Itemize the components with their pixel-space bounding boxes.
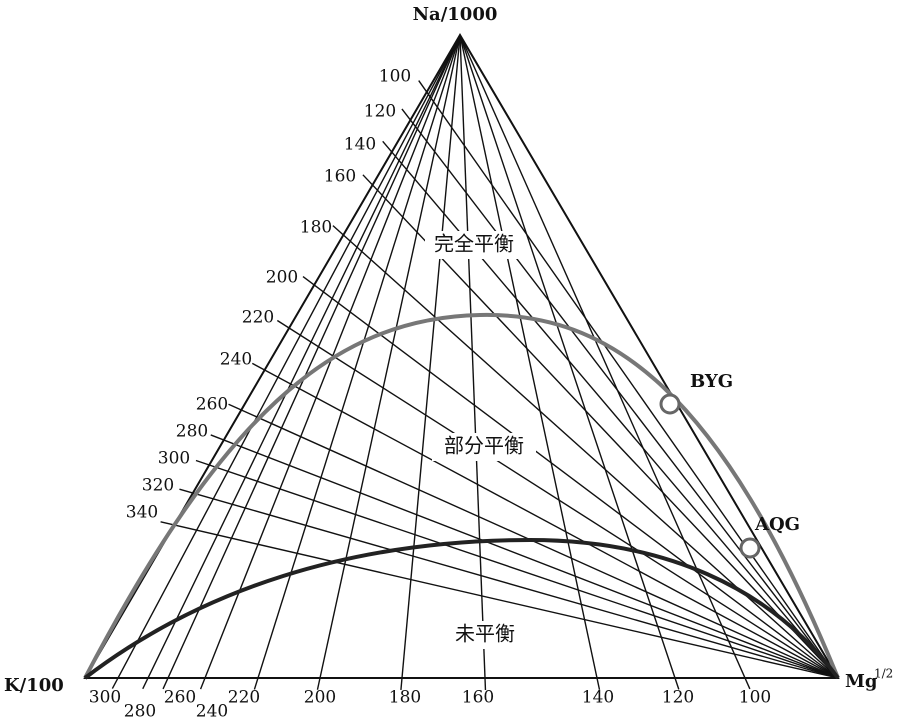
point-marker bbox=[739, 537, 761, 559]
bottom-scale-label: 280 bbox=[124, 702, 156, 721]
iso-line bbox=[276, 319, 839, 679]
iso-line bbox=[199, 34, 461, 690]
left-scale-label: 340 bbox=[126, 503, 158, 523]
left-scale-label: 260 bbox=[196, 395, 228, 415]
point-label: BYG bbox=[690, 371, 733, 392]
iso-line bbox=[142, 34, 461, 690]
iso-line bbox=[418, 80, 839, 679]
left-scale-label: 200 bbox=[266, 268, 298, 288]
iso-line bbox=[111, 34, 461, 689]
region-label: 未平衡 bbox=[455, 622, 515, 646]
left-scale-label: 160 bbox=[324, 167, 356, 187]
iso-line bbox=[459, 34, 601, 690]
bottom-scale-label: 240 bbox=[196, 702, 228, 721]
left-scale-label: 240 bbox=[220, 350, 252, 370]
bottom-scale-label: 200 bbox=[304, 688, 336, 708]
immature-curve bbox=[83, 537, 840, 680]
left-scale-label: 320 bbox=[142, 476, 174, 496]
vertex-superscript: 1/2 bbox=[874, 667, 893, 681]
iso-line bbox=[316, 34, 461, 690]
iso-line bbox=[302, 276, 839, 679]
iso-line bbox=[253, 34, 461, 690]
bottom-scale-label: 140 bbox=[582, 688, 614, 708]
iso-line bbox=[459, 34, 751, 690]
iso-line bbox=[162, 34, 461, 690]
label-bg bbox=[425, 231, 523, 259]
point-marker bbox=[659, 393, 681, 415]
iso-line bbox=[400, 34, 461, 691]
iso-line bbox=[459, 34, 487, 691]
vertex-label: Mg bbox=[845, 671, 878, 692]
left-scale-label: 300 bbox=[158, 449, 190, 469]
bottom-scale-label: 180 bbox=[389, 688, 421, 708]
iso-line bbox=[459, 34, 680, 690]
iso-line bbox=[332, 225, 839, 679]
iso-line bbox=[160, 521, 839, 679]
left-scale-label: 120 bbox=[364, 102, 396, 122]
bottom-scale-label: 260 bbox=[164, 688, 196, 708]
left-scale-label: 220 bbox=[242, 308, 274, 328]
label-bg bbox=[443, 621, 527, 649]
point-label: AQG bbox=[754, 514, 800, 535]
left-scale-label: 140 bbox=[344, 135, 376, 155]
iso-line bbox=[179, 488, 839, 679]
iso-line bbox=[251, 362, 839, 679]
iso-lines bbox=[111, 34, 839, 691]
vertex-label: K/100 bbox=[4, 675, 64, 696]
iso-line bbox=[401, 108, 839, 679]
iso-line bbox=[195, 459, 839, 679]
iso-line bbox=[210, 434, 839, 679]
region-label: 部分平衡 bbox=[444, 434, 524, 458]
left-scale-label: 180 bbox=[300, 218, 332, 238]
bottom-scale-label: 300 bbox=[89, 688, 121, 708]
bottom-scale-label: 120 bbox=[662, 688, 694, 708]
bottom-scale-label: 100 bbox=[739, 688, 771, 708]
iso-line bbox=[382, 140, 839, 679]
vertex-label: Na/1000 bbox=[413, 4, 498, 25]
left-scale-label: 100 bbox=[379, 67, 411, 87]
label-bg bbox=[432, 433, 536, 461]
bottom-scale-label: 160 bbox=[462, 688, 494, 708]
region-label: 完全平衡 bbox=[434, 232, 514, 256]
triangle bbox=[83, 33, 840, 679]
full-equilibrium-curve bbox=[83, 312, 840, 679]
left-scale-label: 280 bbox=[176, 422, 208, 442]
bottom-scale-label: 220 bbox=[228, 688, 260, 708]
